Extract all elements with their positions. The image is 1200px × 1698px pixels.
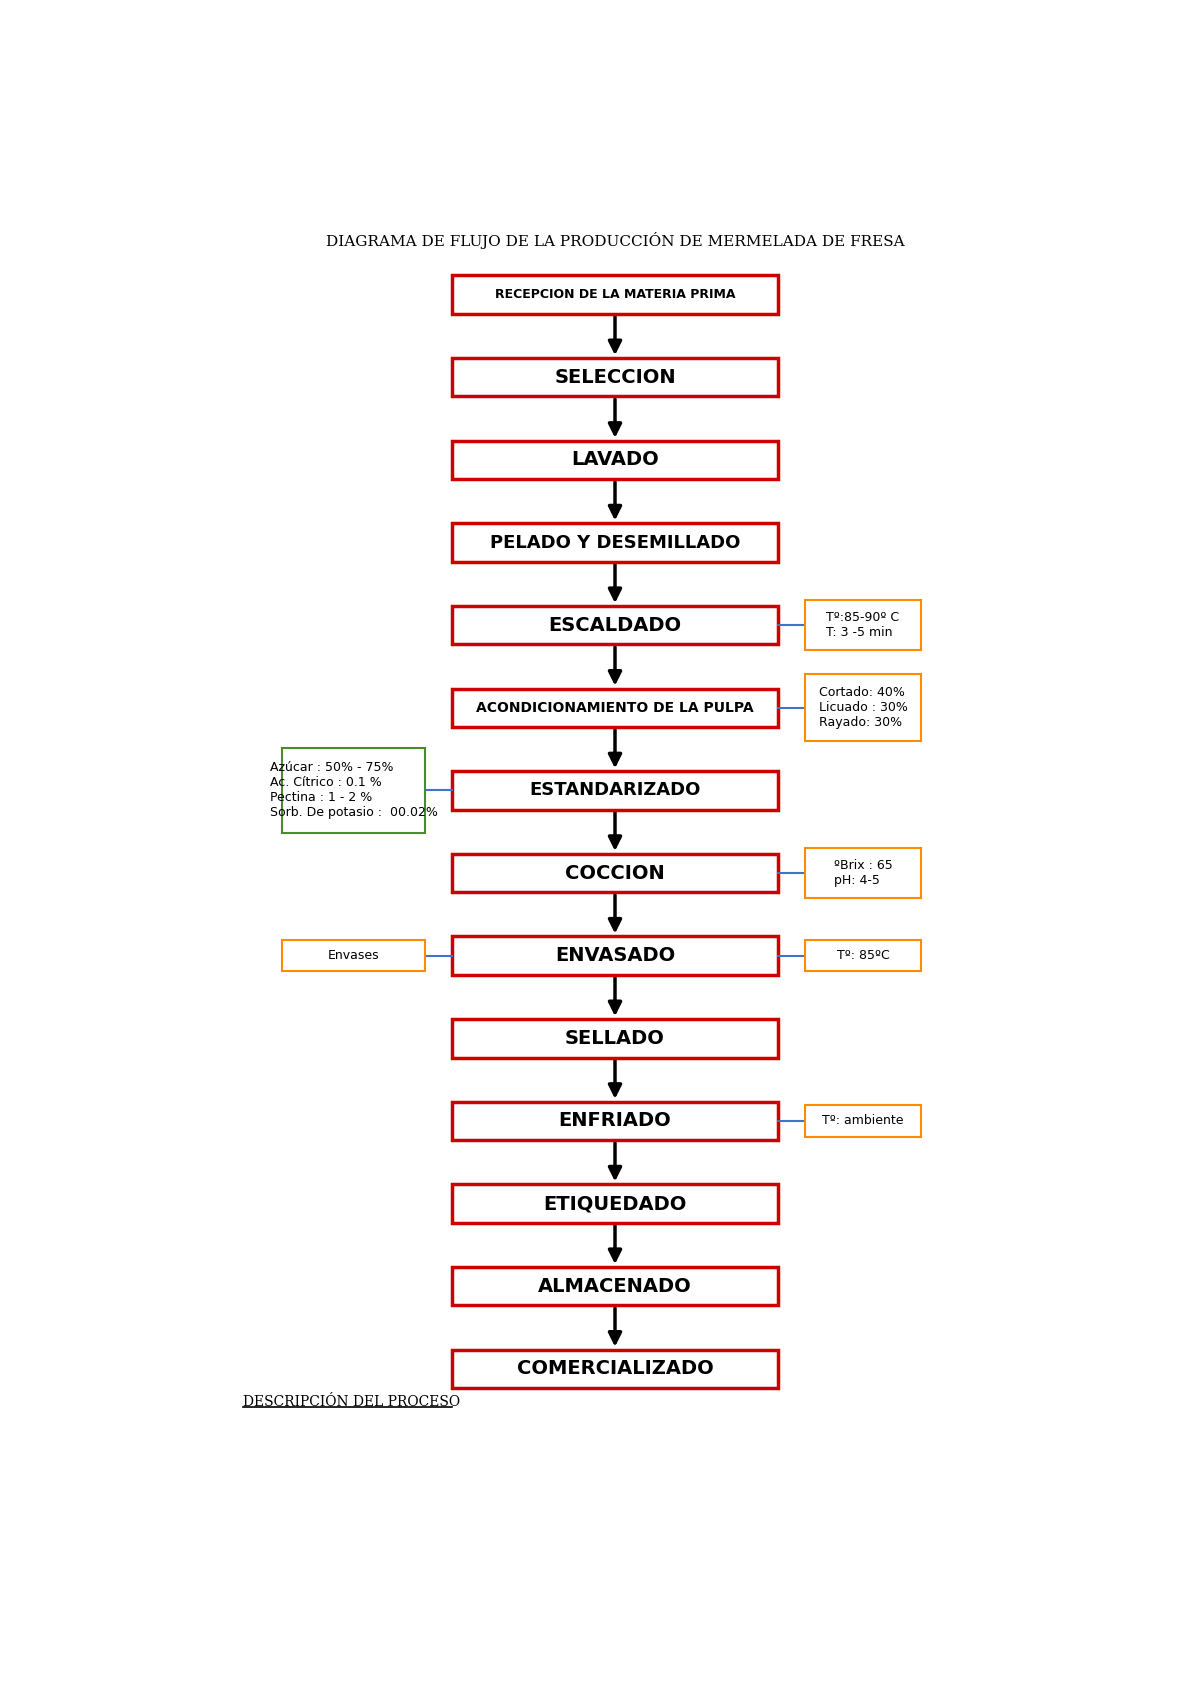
FancyBboxPatch shape xyxy=(805,601,922,650)
Text: SELECCION: SELECCION xyxy=(554,368,676,387)
FancyBboxPatch shape xyxy=(452,688,778,727)
FancyBboxPatch shape xyxy=(805,674,922,742)
Text: ETIQUEDADO: ETIQUEDADO xyxy=(544,1194,686,1212)
Text: DESCRIPCIÓN DEL PROCESO: DESCRIPCIÓN DEL PROCESO xyxy=(242,1394,460,1409)
Text: Tº: ambiente: Tº: ambiente xyxy=(822,1114,904,1127)
FancyBboxPatch shape xyxy=(452,1350,778,1387)
FancyBboxPatch shape xyxy=(805,1105,922,1136)
Text: SELLADO: SELLADO xyxy=(565,1029,665,1048)
FancyBboxPatch shape xyxy=(452,275,778,314)
Text: ESCALDADO: ESCALDADO xyxy=(548,616,682,635)
Text: Tº:85-90º C
T: 3 -5 min: Tº:85-90º C T: 3 -5 min xyxy=(827,611,900,638)
FancyBboxPatch shape xyxy=(452,771,778,810)
Text: ESTANDARIZADO: ESTANDARIZADO xyxy=(529,781,701,800)
FancyBboxPatch shape xyxy=(452,440,778,479)
Text: LAVADO: LAVADO xyxy=(571,450,659,469)
Text: DIAGRAMA DE FLUJO DE LA PRODUCCIÓN DE MERMELADA DE FRESA: DIAGRAMA DE FLUJO DE LA PRODUCCIÓN DE ME… xyxy=(325,233,905,250)
FancyBboxPatch shape xyxy=(452,1267,778,1306)
Text: Tº: 85ºC: Tº: 85ºC xyxy=(836,949,889,963)
FancyBboxPatch shape xyxy=(282,941,425,971)
Text: PELADO Y DESEMILLADO: PELADO Y DESEMILLADO xyxy=(490,533,740,552)
Text: Azúcar : 50% - 75%
Ac. Cítrico : 0.1 %
Pectina : 1 - 2 %
Sorb. De potasio :  00.: Azúcar : 50% - 75% Ac. Cítrico : 0.1 % P… xyxy=(270,761,437,820)
Text: ºBrix : 65
pH: 4-5: ºBrix : 65 pH: 4-5 xyxy=(834,859,893,886)
Text: ENFRIADO: ENFRIADO xyxy=(559,1112,671,1131)
FancyBboxPatch shape xyxy=(452,1019,778,1058)
Text: ACONDICIONAMIENTO DE LA PULPA: ACONDICIONAMIENTO DE LA PULPA xyxy=(476,701,754,715)
Text: ENVASADO: ENVASADO xyxy=(554,946,676,964)
Text: COMERCIALIZADO: COMERCIALIZADO xyxy=(517,1360,713,1379)
Text: RECEPCION DE LA MATERIA PRIMA: RECEPCION DE LA MATERIA PRIMA xyxy=(494,289,736,301)
FancyBboxPatch shape xyxy=(805,849,922,898)
Text: ALMACENADO: ALMACENADO xyxy=(538,1277,692,1296)
FancyBboxPatch shape xyxy=(452,854,778,891)
Text: COCCION: COCCION xyxy=(565,864,665,883)
FancyBboxPatch shape xyxy=(282,749,425,832)
FancyBboxPatch shape xyxy=(452,936,778,975)
Text: Envases: Envases xyxy=(328,949,379,963)
FancyBboxPatch shape xyxy=(452,1102,778,1139)
FancyBboxPatch shape xyxy=(452,1184,778,1223)
FancyBboxPatch shape xyxy=(452,523,778,562)
FancyBboxPatch shape xyxy=(805,941,922,971)
Text: Cortado: 40%
Licuado : 30%
Rayado: 30%: Cortado: 40% Licuado : 30% Rayado: 30% xyxy=(818,686,907,728)
FancyBboxPatch shape xyxy=(452,606,778,644)
FancyBboxPatch shape xyxy=(452,358,778,397)
